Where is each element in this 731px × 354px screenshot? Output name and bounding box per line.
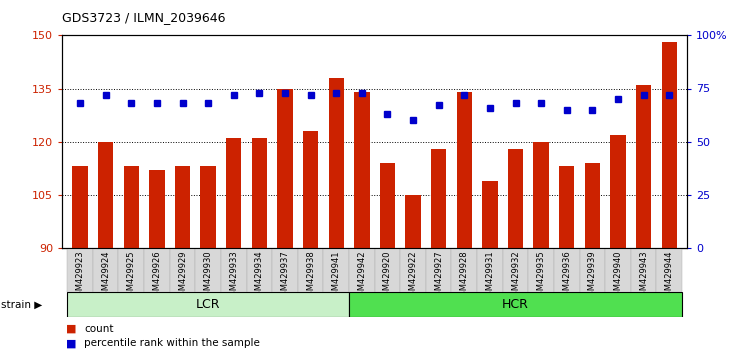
Bar (508, 149, 523, 248)
Bar (298, 248, 323, 292)
Bar (636, 85, 651, 248)
Bar (195, 248, 221, 292)
Bar (200, 166, 216, 248)
Bar (482, 181, 498, 248)
Bar (323, 248, 349, 292)
Text: GSM429936: GSM429936 (562, 250, 571, 301)
Text: GSM429924: GSM429924 (101, 250, 110, 301)
Text: GSM429922: GSM429922 (409, 250, 417, 301)
Text: ■: ■ (66, 324, 76, 333)
Text: LCR: LCR (196, 298, 220, 311)
Bar (656, 248, 682, 292)
Text: GSM429938: GSM429938 (306, 250, 315, 301)
Bar (406, 195, 421, 248)
Bar (380, 163, 395, 248)
Bar (93, 248, 118, 292)
Bar (375, 248, 401, 292)
Text: GSM429935: GSM429935 (537, 250, 545, 301)
Bar (554, 248, 580, 292)
Text: GSM429937: GSM429937 (281, 250, 289, 301)
Bar (559, 166, 575, 248)
Text: GSM429923: GSM429923 (75, 250, 85, 301)
Text: HCR: HCR (502, 298, 529, 311)
Bar (98, 142, 113, 248)
Bar (144, 248, 170, 292)
Bar (118, 248, 144, 292)
Text: GSM429944: GSM429944 (664, 250, 674, 301)
Text: GSM429928: GSM429928 (460, 250, 469, 301)
Bar (354, 92, 369, 248)
Bar (503, 248, 529, 292)
Text: GSM429925: GSM429925 (126, 250, 136, 301)
Bar (246, 248, 272, 292)
Bar (272, 248, 298, 292)
Text: GSM429943: GSM429943 (639, 250, 648, 301)
Text: GSM429930: GSM429930 (204, 250, 213, 301)
Bar (349, 248, 375, 292)
Text: GSM429932: GSM429932 (511, 250, 520, 301)
Bar (226, 138, 241, 248)
Bar (251, 138, 267, 248)
Text: GSM429931: GSM429931 (485, 250, 494, 301)
Bar (67, 248, 93, 292)
Text: ■: ■ (66, 338, 76, 348)
Bar (529, 248, 554, 292)
Bar (303, 131, 318, 248)
Bar (580, 248, 605, 292)
Bar (452, 248, 477, 292)
Bar (610, 135, 626, 248)
Text: GSM429926: GSM429926 (152, 250, 162, 301)
Bar (631, 248, 656, 292)
Bar (585, 163, 600, 248)
Bar (349, 292, 682, 317)
Text: GSM429940: GSM429940 (613, 250, 623, 301)
Text: GSM429920: GSM429920 (383, 250, 392, 301)
Bar (277, 88, 292, 248)
Text: GSM429942: GSM429942 (357, 250, 366, 301)
Bar (67, 292, 349, 317)
Bar (221, 248, 246, 292)
Bar (477, 248, 503, 292)
Bar (149, 170, 164, 248)
Bar (328, 78, 344, 248)
Text: GSM429939: GSM429939 (588, 250, 597, 301)
Text: GSM429933: GSM429933 (230, 250, 238, 301)
Bar (605, 248, 631, 292)
Text: GDS3723 / ILMN_2039646: GDS3723 / ILMN_2039646 (62, 11, 226, 24)
Text: GSM429941: GSM429941 (332, 250, 341, 301)
Bar (401, 248, 426, 292)
Text: GSM429927: GSM429927 (434, 250, 443, 301)
Bar (431, 149, 447, 248)
Bar (426, 248, 452, 292)
Bar (534, 142, 549, 248)
Text: GSM429929: GSM429929 (178, 250, 187, 301)
Bar (170, 248, 195, 292)
Text: strain ▶: strain ▶ (1, 299, 42, 309)
Bar (124, 166, 139, 248)
Text: percentile rank within the sample: percentile rank within the sample (84, 338, 260, 348)
Bar (662, 42, 677, 248)
Bar (175, 166, 190, 248)
Bar (457, 92, 472, 248)
Text: GSM429934: GSM429934 (255, 250, 264, 301)
Bar (72, 166, 88, 248)
Text: count: count (84, 324, 113, 333)
